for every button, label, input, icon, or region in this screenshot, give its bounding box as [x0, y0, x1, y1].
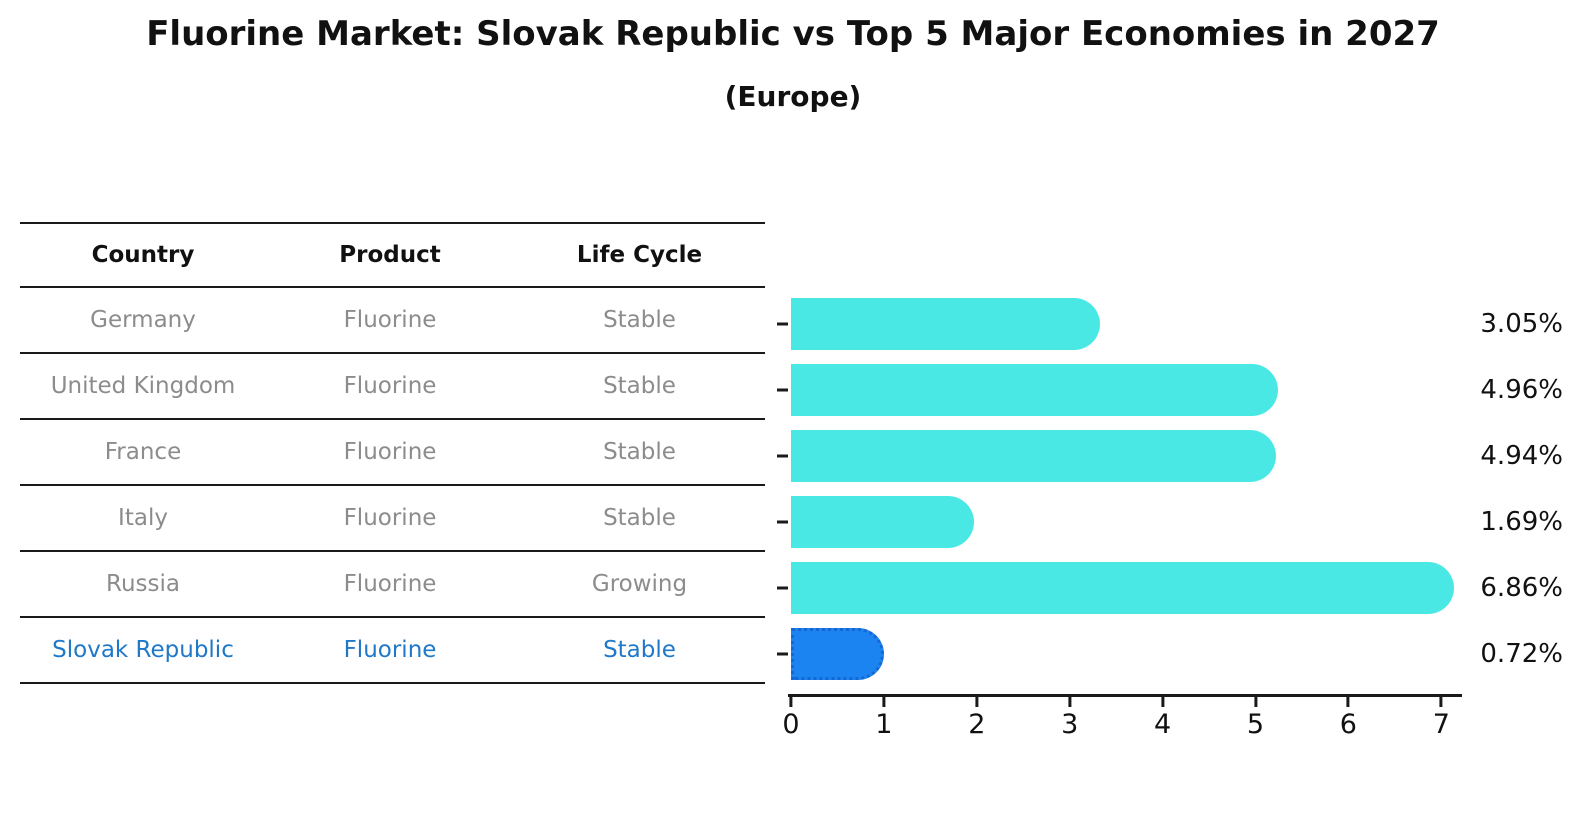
y-axis-tick [777, 322, 788, 326]
table-cell-product: Fluorine [343, 505, 437, 531]
x-axis-tick-mark [975, 697, 979, 707]
table-header-country: Country [91, 242, 195, 268]
x-axis-tick: 3 [1061, 697, 1078, 740]
table-cell-country: United Kingdom [50, 373, 236, 399]
table-cell-country: Slovak Republic [52, 637, 234, 663]
table-cell-lifecycle: Growing [591, 571, 688, 597]
table-cell-country: Italy [118, 505, 168, 531]
bar-russia [791, 562, 1455, 614]
table-header-lifecycle: Life Cycle [576, 242, 703, 268]
table-cell-product: Fluorine [343, 637, 437, 663]
x-axis-tick-label: 1 [875, 709, 893, 740]
table-row: Slovak Republic Fluorine Stable [20, 618, 765, 684]
bar-united-kingdom [791, 364, 1278, 416]
x-axis-tick-label: 3 [1061, 709, 1079, 740]
y-axis-tick [777, 652, 788, 656]
y-axis-tick [777, 520, 788, 524]
bar-value-label: 4.96% [1480, 375, 1563, 405]
y-axis-tick [777, 388, 788, 392]
x-axis-line [788, 694, 1462, 697]
table-cell-lifecycle: Stable [603, 307, 676, 333]
x-axis-tick: 1 [875, 697, 892, 740]
table-cell-country: Germany [90, 307, 196, 333]
x-axis-tick-mark [1068, 697, 1072, 707]
x-axis-tick-mark [882, 697, 886, 707]
table-cell-lifecycle: Stable [603, 505, 676, 531]
x-axis-tick: 6 [1340, 697, 1357, 740]
table-row: Italy Fluorine Stable [20, 486, 765, 552]
x-axis-tick: 4 [1154, 697, 1171, 740]
table-header-product: Product [339, 242, 441, 268]
bar-germany [791, 298, 1101, 350]
bar-value-label: 0.72% [1480, 639, 1563, 669]
table-cell-product: Fluorine [343, 373, 437, 399]
table-header-row: Country Product Life Cycle [20, 222, 765, 288]
table-cell-lifecycle: Stable [603, 373, 676, 399]
bar-value-label: 1.69% [1480, 507, 1563, 537]
bar-value-label: 3.05% [1480, 309, 1563, 339]
x-axis-tick: 5 [1247, 697, 1264, 740]
x-axis-tick-label: 0 [782, 709, 800, 740]
bar-france [791, 430, 1276, 482]
x-axis-tick-mark [789, 697, 793, 707]
table-cell-product: Fluorine [343, 439, 437, 465]
table-cell-lifecycle: Stable [603, 637, 676, 663]
x-axis-tick-mark [1254, 697, 1257, 707]
table-cell-country: Russia [106, 571, 180, 597]
x-axis-tick-label: 4 [1154, 709, 1172, 740]
table-cell-country: France [104, 439, 182, 465]
bar-italy [791, 496, 974, 548]
chart-subtitle: (Europe) [724, 80, 862, 113]
x-axis-tick-mark [1346, 697, 1350, 707]
x-axis-tick: 2 [968, 697, 985, 740]
chart-title: Fluorine Market: Slovak Republic vs Top … [146, 14, 1440, 54]
table-cell-lifecycle: Stable [603, 439, 676, 465]
table-row: Germany Fluorine Stable [20, 288, 765, 354]
x-axis-tick: 7 [1433, 697, 1450, 740]
table-cell-product: Fluorine [343, 307, 437, 333]
x-axis-tick-label: 2 [968, 709, 986, 740]
x-axis-tick-mark [1161, 697, 1165, 707]
x-axis-tick-mark [1439, 697, 1443, 707]
bar-slovak-republic [791, 628, 884, 680]
x-axis-tick-label: 5 [1246, 709, 1265, 740]
table-row: United Kingdom Fluorine Stable [20, 354, 765, 420]
table-row: Russia Fluorine Growing [20, 552, 765, 618]
x-axis-tick-label: 7 [1432, 709, 1450, 740]
table-cell-product: Fluorine [343, 571, 437, 597]
bar-value-label: 4.94% [1480, 441, 1563, 471]
y-axis-tick [777, 586, 788, 590]
x-axis-tick: 0 [782, 697, 800, 740]
country-table: Country Product Life Cycle Germany Fluor… [20, 222, 765, 684]
y-axis-tick [777, 454, 788, 458]
bar-value-label: 6.86% [1480, 573, 1563, 603]
x-axis-tick-label: 6 [1339, 709, 1357, 740]
table-row: France Fluorine Stable [20, 420, 765, 486]
